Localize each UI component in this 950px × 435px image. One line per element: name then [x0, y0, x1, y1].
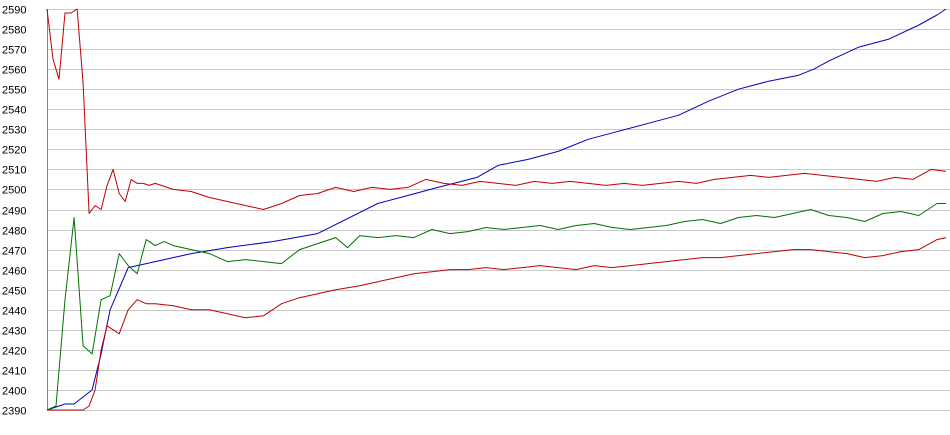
series-line-3	[46, 8, 947, 214]
y-tick-label: 2440	[2, 306, 26, 318]
y-axis-tick-labels: 2390 2400 2410 2420 2430 2440 2450 2460 2470 2480…	[2, 5, 26, 418]
y-tick-label: 2450	[2, 286, 26, 298]
y-tick-label: 2490	[2, 206, 26, 218]
y-tick-label: 2520	[2, 145, 26, 157]
grid-lines	[47, 9, 950, 411]
y-tick-label: 2550	[2, 85, 26, 97]
y-tick-label: 2580	[2, 25, 26, 37]
y-tick-label: 2510	[2, 165, 26, 177]
series-lines	[46, 8, 947, 411]
series-line-1	[46, 8, 947, 411]
y-tick-label: 2400	[2, 386, 26, 398]
y-tick-label: 2390	[2, 406, 26, 418]
series-line-2	[46, 203, 946, 411]
y-tick-label: 2470	[2, 246, 26, 258]
y-tick-label: 2570	[2, 45, 26, 57]
y-tick-label: 2530	[2, 125, 26, 137]
series-line-4	[47, 237, 947, 411]
y-tick-label: 2410	[2, 366, 26, 378]
y-tick-label: 2540	[2, 105, 26, 117]
y-tick-label: 2560	[2, 65, 26, 77]
y-tick-label: 2420	[2, 346, 26, 358]
y-tick-label: 2430	[2, 326, 26, 338]
y-tick-label: 2460	[2, 266, 26, 278]
y-tick-label: 2500	[2, 185, 26, 197]
y-tick-label: 2590	[2, 5, 26, 17]
y-tick-label: 2480	[2, 226, 26, 238]
